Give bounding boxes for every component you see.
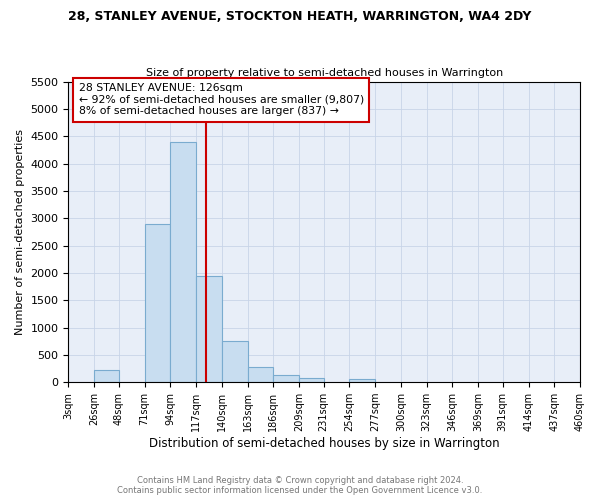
Text: 28 STANLEY AVENUE: 126sqm
← 92% of semi-detached houses are smaller (9,807)
8% o: 28 STANLEY AVENUE: 126sqm ← 92% of semi-… xyxy=(79,83,364,116)
Text: 28, STANLEY AVENUE, STOCKTON HEATH, WARRINGTON, WA4 2DY: 28, STANLEY AVENUE, STOCKTON HEATH, WARR… xyxy=(68,10,532,23)
Bar xyxy=(196,276,222,382)
Y-axis label: Number of semi-detached properties: Number of semi-detached properties xyxy=(15,129,25,335)
X-axis label: Distribution of semi-detached houses by size in Warrington: Distribution of semi-detached houses by … xyxy=(149,437,500,450)
Bar xyxy=(299,378,323,382)
Bar xyxy=(273,375,299,382)
Text: Contains HM Land Registry data © Crown copyright and database right 2024.
Contai: Contains HM Land Registry data © Crown c… xyxy=(118,476,482,495)
Bar xyxy=(94,370,119,382)
Bar xyxy=(170,142,196,382)
Bar xyxy=(145,224,170,382)
Bar xyxy=(349,380,375,382)
Title: Size of property relative to semi-detached houses in Warrington: Size of property relative to semi-detach… xyxy=(146,68,503,78)
Bar xyxy=(248,368,273,382)
Bar xyxy=(222,341,248,382)
